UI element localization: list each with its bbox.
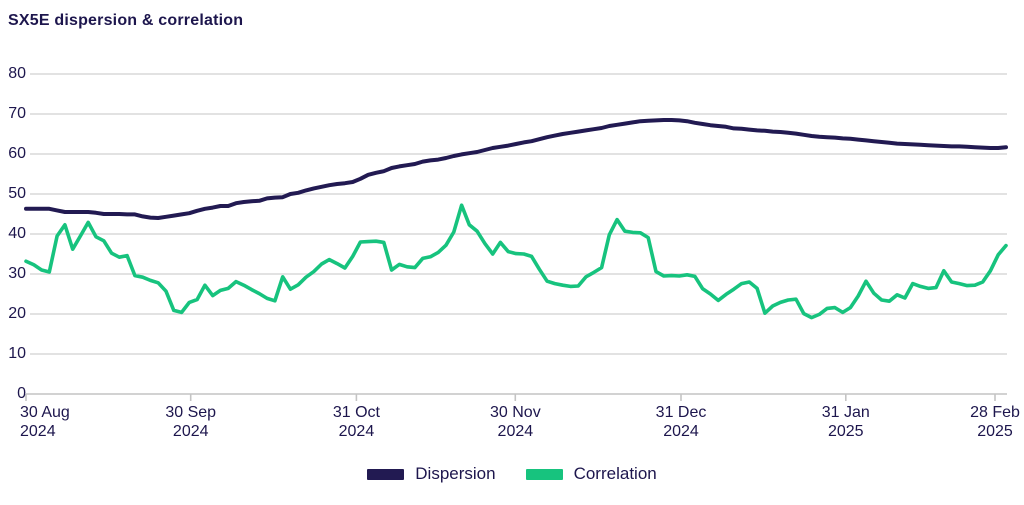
legend-label-dispersion: Dispersion <box>415 464 496 483</box>
y-axis-label: 20 <box>8 305 26 322</box>
x-axis-label: 30 Sep 2024 <box>165 404 217 440</box>
y-axis-label: 80 <box>8 65 26 82</box>
y-axis-label: 10 <box>8 345 26 362</box>
legend-label-correlation: Correlation <box>573 464 657 483</box>
y-axis-label: 70 <box>8 105 26 122</box>
y-axis-label: 60 <box>8 145 26 162</box>
plot-area <box>24 73 1008 401</box>
legend-item-correlation: Correlation <box>525 464 657 484</box>
correlation-line <box>24 203 1008 320</box>
y-axis-label: 0 <box>17 385 26 402</box>
x-axis-label: 30 Aug 2024 <box>20 404 70 440</box>
legend: Dispersion Correlation <box>0 464 1024 484</box>
correlation-swatch <box>525 468 563 480</box>
y-axis-label: 50 <box>8 185 26 202</box>
chart-title: SX5E dispersion & correlation <box>8 12 244 29</box>
dispersion-swatch <box>367 468 405 480</box>
x-axis-label: 30 Nov 2024 <box>489 404 541 440</box>
x-axis-label: 28 Feb 2025 <box>970 404 1020 440</box>
y-axis-label: 40 <box>8 225 26 242</box>
x-axis-label: 31 Dec 2024 <box>655 404 707 440</box>
legend-item-dispersion: Dispersion <box>367 464 496 484</box>
x-axis-label: 31 Oct 2024 <box>332 404 380 440</box>
x-axis-label: 31 Jan 2025 <box>821 404 870 440</box>
dispersion-line <box>24 118 1008 220</box>
y-axis-label: 30 <box>8 265 26 282</box>
